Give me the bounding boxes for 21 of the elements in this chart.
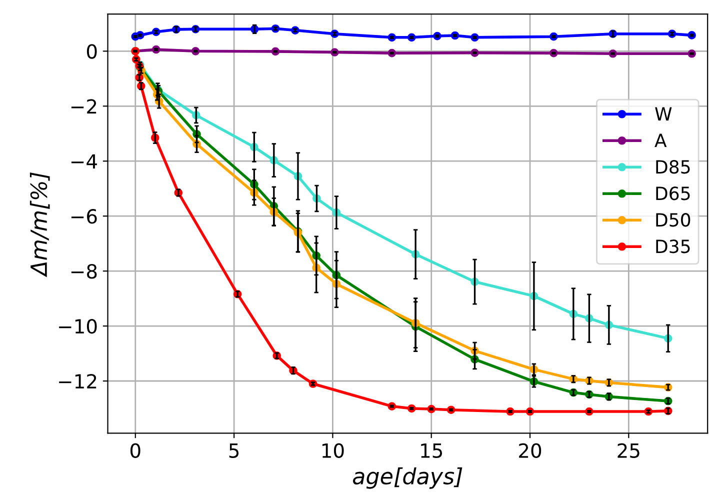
legend-label: D50 (656, 213, 690, 227)
y-tick-label: −4 (71, 154, 97, 168)
x-tick-label: 0 (130, 443, 140, 458)
x-tick-label: 15 (421, 444, 442, 458)
y-tick-label: −8 (71, 264, 97, 279)
legend-label: D85 (656, 160, 690, 174)
y-tick-label: −6 (71, 209, 97, 224)
y-tick-label: −10 (59, 318, 97, 334)
x-axis-title: age[days] (352, 467, 462, 489)
y-tick-label: −2 (71, 99, 96, 114)
x-tick-label: 5 (229, 444, 239, 458)
y-tick-label: 0 (86, 44, 97, 59)
legend-label: D35 (656, 240, 690, 254)
x-tick-label: 20 (519, 443, 542, 458)
legend-label: D65 (656, 186, 690, 200)
legend-label: A (654, 134, 667, 147)
y-tick-label: −12 (59, 374, 96, 388)
x-tick-label: 10 (322, 443, 344, 458)
y-axis-title: Δm/m[%] (30, 172, 50, 278)
legend-label: W (655, 107, 672, 120)
x-tick-label: 25 (618, 443, 640, 458)
